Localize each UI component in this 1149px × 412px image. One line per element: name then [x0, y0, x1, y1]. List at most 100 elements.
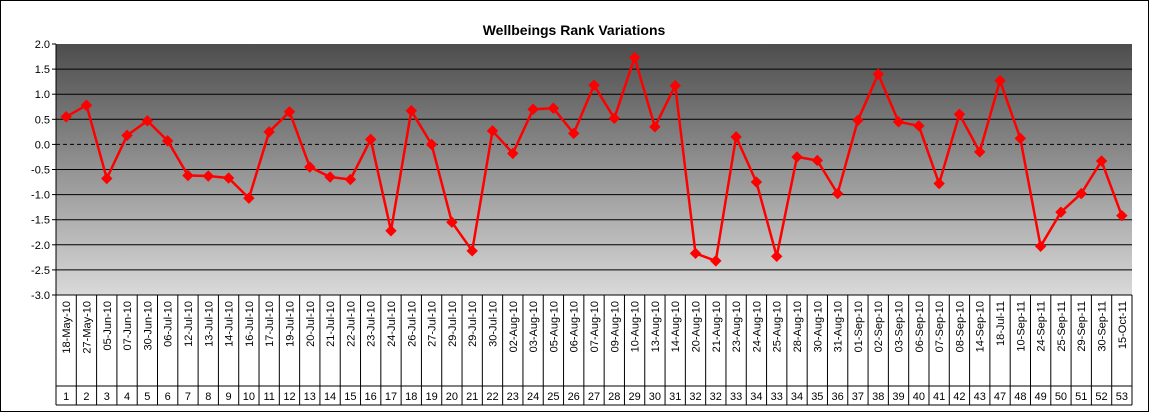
x-index-label: 15	[344, 391, 356, 403]
data-point	[182, 169, 194, 182]
x-index-label: 3	[104, 391, 110, 403]
x-index-label: 10	[243, 391, 255, 403]
x-tick-label: 21-Aug-10	[711, 301, 723, 352]
x-tick-label: 14-Aug-10	[670, 301, 682, 352]
data-point	[507, 147, 519, 160]
data-point	[994, 74, 1006, 87]
data-point	[1075, 187, 1087, 200]
x-tick-label: 24-Aug-10	[751, 301, 763, 352]
data-point	[1034, 240, 1047, 253]
x-index-label: 28	[608, 391, 620, 403]
data-point	[101, 172, 113, 185]
gridlines	[56, 68, 1132, 271]
x-index-label: 27	[588, 391, 600, 403]
x-index-label: 1	[63, 391, 69, 403]
x-index-label: 49	[1035, 391, 1047, 403]
y-axis: 2.0 1.5 1.0 0.5 0.0 -0.5 -1.0 -1.5 -2.0 -2.5 -3.0	[31, 39, 57, 302]
x-index-label: 32	[689, 391, 701, 403]
x-tick-label: 07-Aug-10	[589, 301, 601, 352]
x-tick-label: 30-Jul-10	[487, 301, 499, 347]
x-index-label: 14	[324, 391, 336, 403]
data-point	[425, 138, 438, 151]
x-index-label: 31	[669, 391, 681, 403]
data-point	[771, 250, 783, 263]
x-index-label: 33	[771, 391, 783, 403]
data-point	[588, 79, 600, 91]
data-point	[344, 173, 357, 186]
x-tick-label: 14-Jul-10	[224, 301, 236, 347]
data-point	[324, 171, 336, 183]
x-index-label: 12	[283, 391, 295, 403]
x-index-label: 24	[527, 391, 539, 403]
data-point	[121, 129, 133, 142]
x-index-label: 36	[831, 391, 843, 403]
x-tick-label: 06-Aug-10	[569, 301, 581, 352]
x-tick-label: 22-Jul-10	[345, 301, 357, 347]
x-index-label: 53	[1116, 391, 1128, 403]
x-tick-label: 10-Aug-10	[630, 301, 642, 352]
x-index-label: 19	[425, 391, 437, 403]
x-tick-label: 19-Jul-10	[284, 301, 296, 347]
x-tick-label: 05-Aug-10	[548, 301, 560, 352]
x-index-label: 22	[486, 391, 498, 403]
x-tick-label: 28-Aug-10	[792, 301, 804, 352]
x-index-label: 37	[852, 391, 864, 403]
data-point	[263, 126, 275, 138]
x-index-label: 42	[953, 391, 965, 403]
data-point	[567, 127, 580, 140]
x-index-label: 29	[628, 391, 640, 403]
x-index-label: 50	[1055, 391, 1067, 403]
data-point	[527, 103, 539, 115]
data-point	[608, 112, 621, 125]
data-point	[385, 225, 397, 237]
y-tick-label: 2.0	[35, 39, 50, 51]
x-tick-label: 17-Jul-10	[264, 301, 276, 347]
x-tick-label: 06-Sep-10	[914, 301, 926, 352]
x-index-label: 4	[124, 391, 130, 403]
x-tick-label: 05-Jun-10	[102, 301, 114, 351]
x-index-label: 32	[710, 391, 722, 403]
data-point	[466, 245, 478, 257]
data-point	[364, 133, 377, 146]
x-index-label: 39	[892, 391, 904, 403]
data-point	[791, 151, 803, 163]
x-index-label: 20	[446, 391, 458, 403]
x-tick-label: 12-Jul-10	[183, 301, 195, 347]
x-tick-label: 27-Jul-10	[427, 301, 439, 347]
data-point	[628, 51, 641, 64]
x-index-label: 26	[568, 391, 580, 403]
data-point	[446, 216, 458, 228]
data-point	[304, 161, 316, 173]
x-index-label: 34	[750, 391, 762, 403]
x-tick-label: 09-Aug-10	[609, 301, 621, 352]
x-index-label: 43	[974, 391, 986, 403]
data-point	[750, 176, 763, 188]
y-tick-label: 0.5	[35, 114, 50, 126]
x-tick-label: 26-Jul-10	[406, 301, 418, 347]
x-index-label: 7	[185, 391, 191, 403]
y-tick-label: 1.5	[35, 64, 50, 76]
data-point	[811, 154, 824, 167]
x-tick-label: 03-Sep-10	[894, 301, 906, 352]
x-tick-label: 20-Aug-10	[691, 301, 703, 352]
x-index-label: 48	[1014, 391, 1026, 403]
data-point	[913, 120, 925, 132]
x-tick-label: 24-Jul-10	[386, 301, 398, 347]
x-tick-label: 29-Sep-11	[1076, 301, 1088, 352]
series-line	[60, 51, 1128, 267]
x-index-label: 30	[649, 391, 661, 403]
x-index-label: 13	[304, 391, 316, 403]
y-tick-label: -1.0	[31, 190, 50, 202]
data-point	[405, 105, 417, 117]
data-point	[283, 106, 296, 118]
x-tick-label: 27-May-10	[81, 301, 93, 354]
x-index-label: 5	[144, 391, 150, 403]
y-tick-label: -1.5	[31, 215, 50, 227]
x-index-label: 47	[994, 391, 1006, 403]
data-point	[892, 116, 905, 128]
x-tick-label: 18-Jul-11	[995, 301, 1007, 346]
x-tick-label: 29-Jul-10	[447, 301, 459, 347]
x-tick-label: 10-Sep-11	[1015, 301, 1027, 352]
x-tick-label: 30-Sep-11	[1097, 301, 1109, 352]
